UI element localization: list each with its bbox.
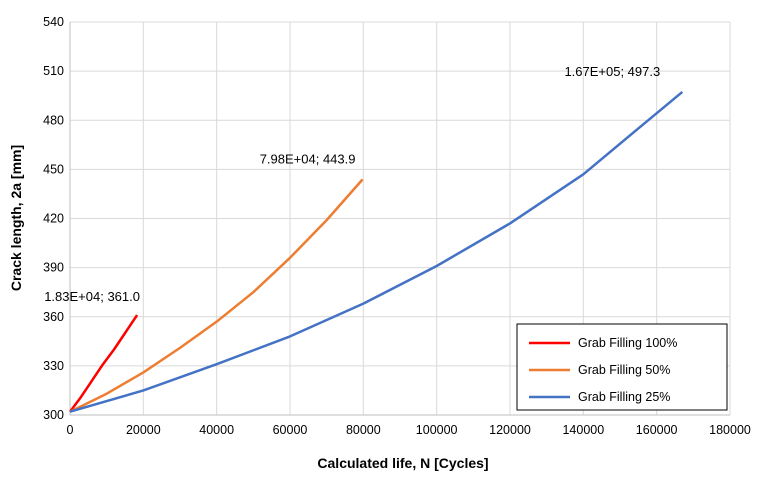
y-tick-label: 540 <box>43 15 64 29</box>
x-tick-label: 160000 <box>636 423 678 437</box>
grid-lines <box>70 21 731 415</box>
x-tick-label: 20000 <box>126 423 161 437</box>
y-tick-label: 480 <box>43 113 64 127</box>
data-label: 7.98E+04; 443.9 <box>260 151 356 166</box>
data-label: 1.67E+05; 497.3 <box>564 64 660 79</box>
x-tick-label: 40000 <box>199 423 234 437</box>
legend: Grab Filling 100% Grab Filling 50% Grab Fi… <box>516 323 728 411</box>
legend-entry: Grab Filling 25% <box>578 390 670 404</box>
x-tick-label: 100000 <box>416 423 458 437</box>
series-line <box>68 314 139 413</box>
x-tick-label: 140000 <box>562 423 604 437</box>
x-tick-label: 180000 <box>709 423 751 437</box>
x-axis-title: Calculated life, N [Cycles] <box>317 455 488 471</box>
x-tick-label: 80000 <box>346 423 381 437</box>
y-tick-label: 360 <box>43 310 64 324</box>
y-tick-label: 420 <box>43 212 64 226</box>
series-line <box>69 90 684 413</box>
series-line <box>69 178 364 413</box>
legend-box <box>516 323 728 411</box>
y-tick-label: 390 <box>43 261 64 275</box>
axes <box>69 22 730 416</box>
y-axis-title: Crack length, 2a [mm] <box>8 145 24 291</box>
legend-entry: Grab Filling 50% <box>578 363 670 377</box>
x-tick-label: 0 <box>67 423 74 437</box>
x-tick-label: 120000 <box>489 423 531 437</box>
series-lines <box>68 90 684 413</box>
tick-labels: 300 330 360 390 420 450 480 510 540 0 20000 40000 60… <box>43 15 751 437</box>
y-tick-label: 300 <box>43 408 64 422</box>
y-tick-label: 450 <box>43 162 64 176</box>
legend-entry: Grab Filling 100% <box>578 336 677 350</box>
data-annotations: 1.83E+04; 361.0 7.98E+04; 443.9 1.67E+05; … <box>44 64 660 304</box>
y-tick-label: 510 <box>43 64 64 78</box>
y-tick-label: 330 <box>43 359 64 373</box>
data-label: 1.83E+04; 361.0 <box>44 289 140 304</box>
x-tick-label: 60000 <box>273 423 308 437</box>
